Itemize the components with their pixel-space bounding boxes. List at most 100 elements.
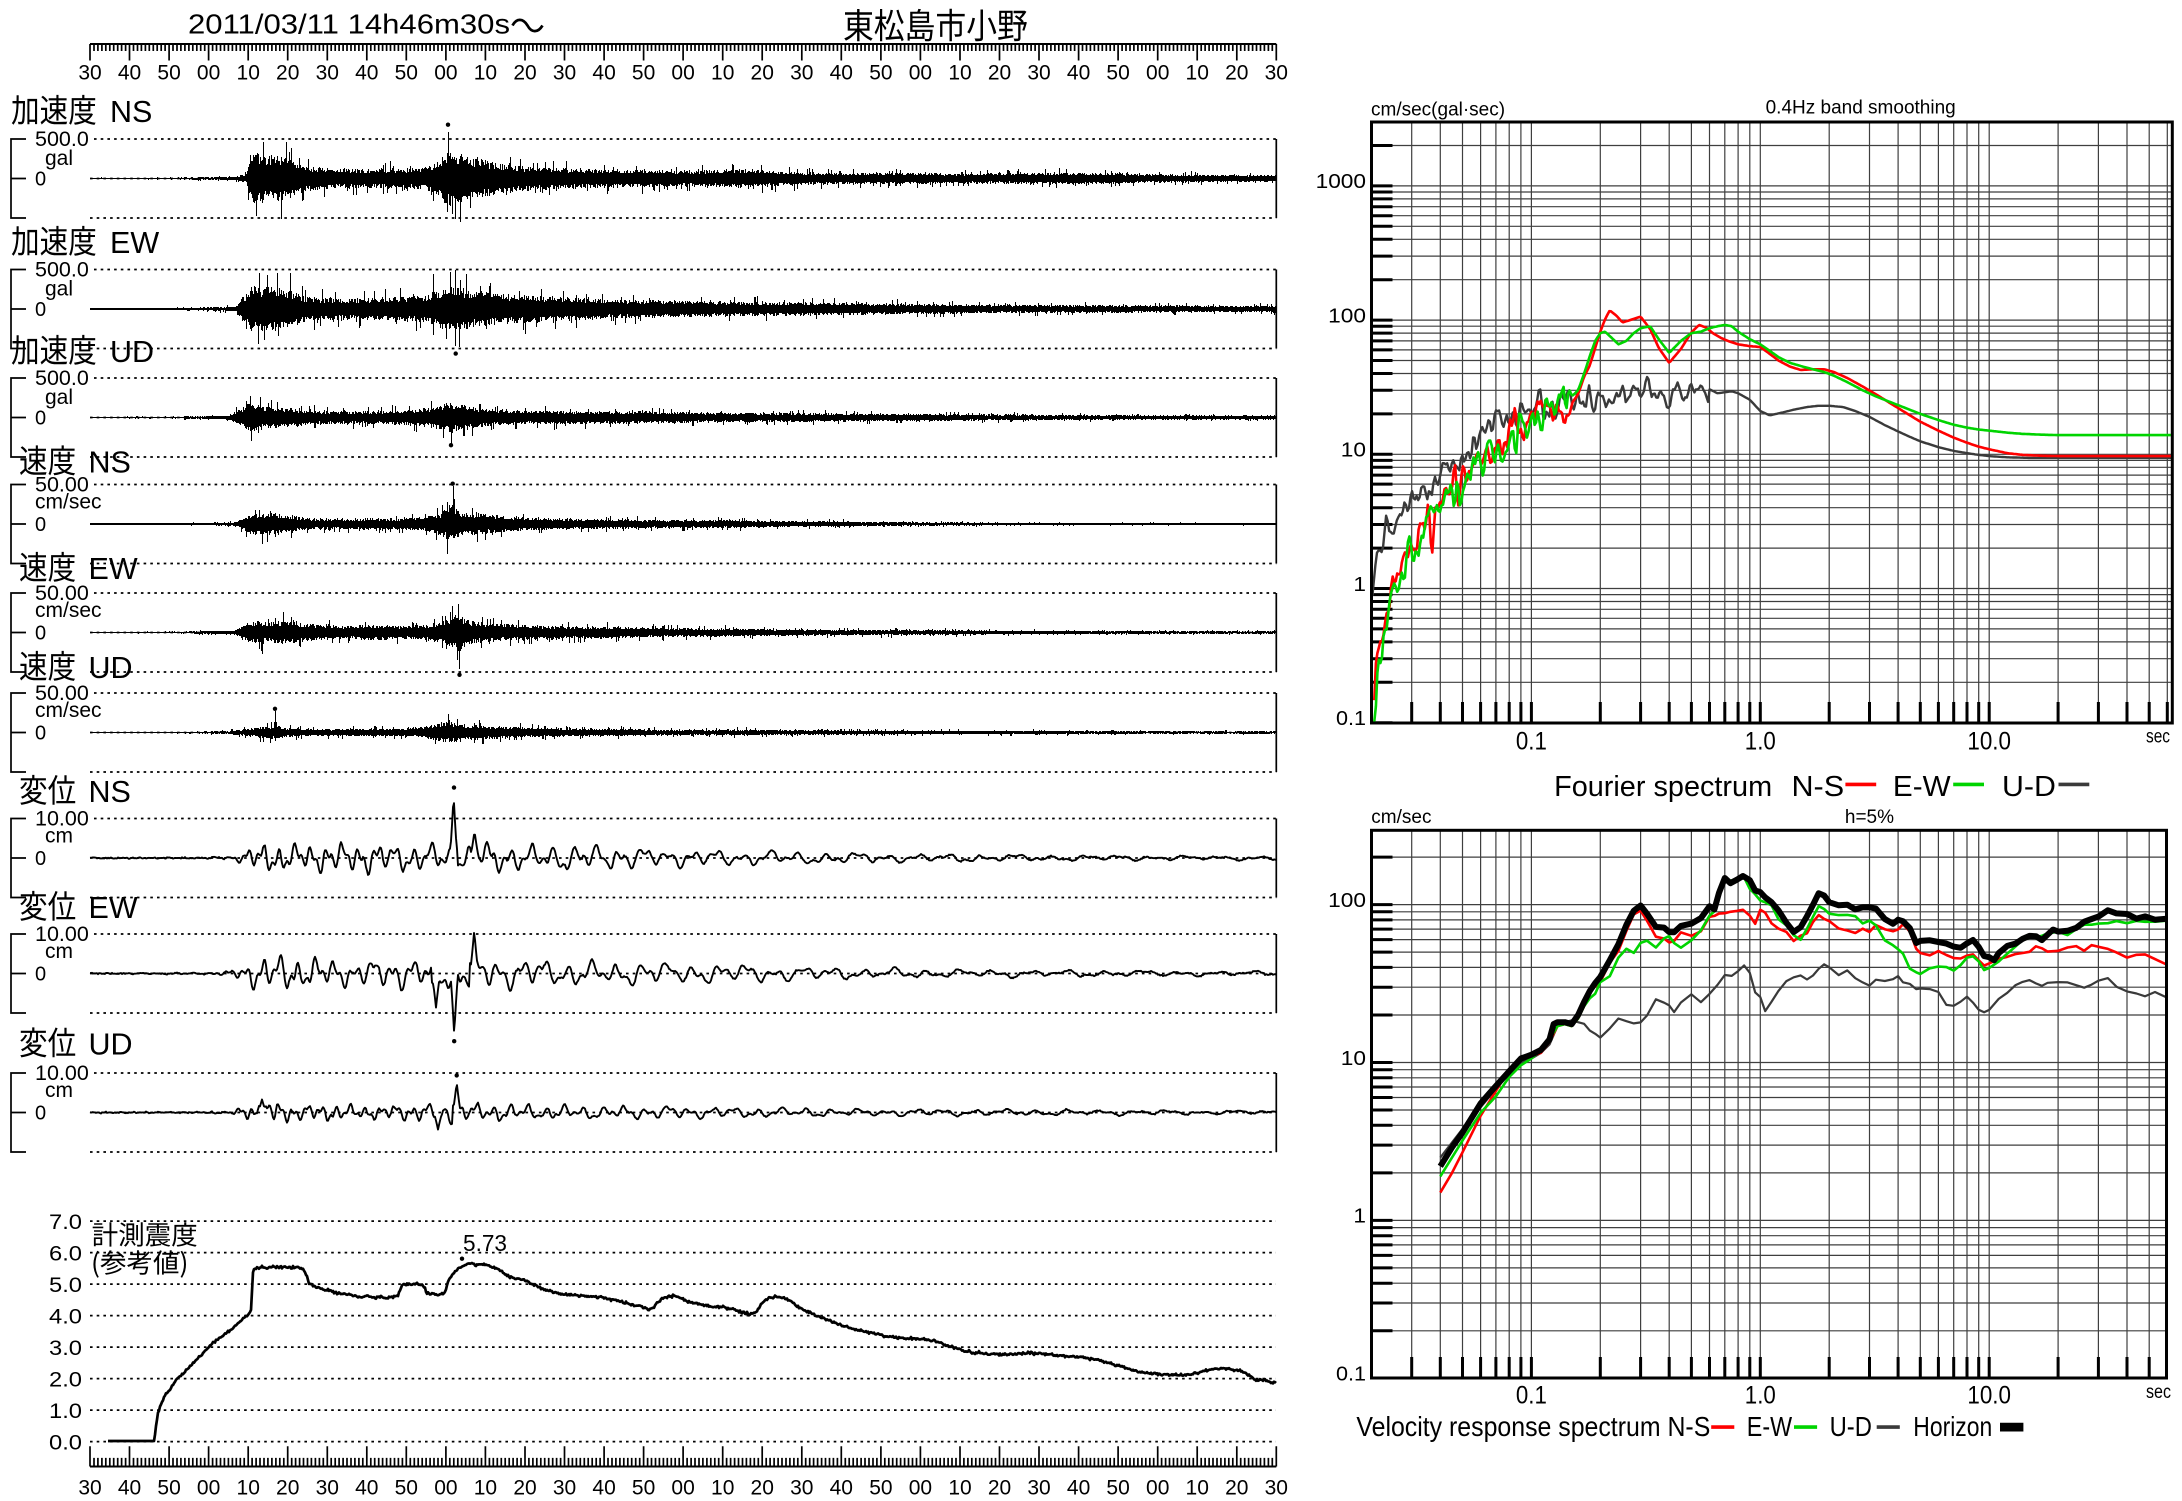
svg-text:0.1: 0.1	[1516, 1381, 1547, 1409]
svg-text:0.1: 0.1	[1516, 728, 1547, 756]
svg-text:20: 20	[513, 62, 536, 85]
svg-text:NS: NS	[110, 95, 152, 129]
svg-text:cm/sec: cm/sec	[35, 699, 102, 722]
svg-text:50.00: 50.00	[35, 581, 89, 605]
svg-text:50: 50	[157, 1477, 180, 1500]
svg-text:20: 20	[988, 62, 1011, 85]
svg-text:10.0: 10.0	[1967, 1381, 2011, 1409]
svg-text:sec: sec	[2146, 727, 2170, 748]
svg-text:20: 20	[751, 1477, 774, 1500]
svg-text:10: 10	[237, 1477, 260, 1500]
svg-text:1: 1	[1353, 1206, 1366, 1228]
svg-text:0: 0	[35, 964, 46, 986]
svg-text:2.0: 2.0	[49, 1369, 82, 1392]
svg-text:00: 00	[909, 62, 932, 85]
svg-text:EW: EW	[89, 552, 138, 586]
svg-text:10: 10	[237, 62, 260, 85]
svg-text:00: 00	[1146, 1477, 1169, 1500]
svg-text:6.0: 6.0	[49, 1243, 82, 1266]
svg-text:50: 50	[869, 1477, 892, 1500]
svg-text:10: 10	[474, 1477, 497, 1500]
svg-text:sec: sec	[2146, 1382, 2171, 1403]
svg-text:50: 50	[1106, 1477, 1129, 1500]
svg-text:cm/sec: cm/sec	[1371, 807, 1431, 828]
svg-text:20: 20	[988, 1477, 1011, 1500]
svg-text:10.00: 10.00	[35, 1061, 89, 1085]
svg-text:E-W: E-W	[1893, 771, 1951, 803]
svg-text:0: 0	[35, 514, 46, 536]
svg-text:50: 50	[395, 62, 418, 85]
svg-text:h=5%: h=5%	[1845, 807, 1894, 828]
svg-text:10: 10	[711, 1477, 734, 1500]
svg-text:10: 10	[1341, 1048, 1366, 1070]
svg-text:0: 0	[35, 408, 46, 430]
svg-text:3.0: 3.0	[49, 1337, 82, 1360]
svg-text:0: 0	[35, 848, 46, 870]
svg-text:50: 50	[869, 62, 892, 85]
svg-text:0: 0	[35, 623, 46, 645]
svg-text:0.1: 0.1	[1336, 1364, 1366, 1386]
svg-text:20: 20	[1225, 1477, 1248, 1500]
svg-text:10: 10	[1186, 1477, 1209, 1500]
svg-text:30: 30	[553, 1477, 576, 1500]
svg-text:00: 00	[197, 62, 220, 85]
svg-text:100: 100	[1328, 890, 1366, 912]
svg-text:7.0: 7.0	[49, 1211, 82, 1234]
svg-text:5.73: 5.73	[463, 1230, 507, 1256]
svg-text:0.0: 0.0	[49, 1432, 82, 1455]
svg-text:cm: cm	[45, 1079, 73, 1102]
svg-text:0: 0	[35, 169, 46, 191]
svg-text:EW: EW	[110, 226, 159, 260]
svg-text:UD: UD	[89, 651, 133, 685]
svg-text:100: 100	[1328, 305, 1366, 327]
svg-text:500.0: 500.0	[35, 127, 89, 151]
svg-text:50.00: 50.00	[35, 473, 89, 497]
svg-text:00: 00	[671, 1477, 694, 1500]
svg-text:E-W: E-W	[1747, 1411, 1793, 1442]
svg-text:00: 00	[671, 62, 694, 85]
svg-text:500.0: 500.0	[35, 258, 89, 282]
svg-text:EW: EW	[89, 891, 138, 925]
svg-text:cm: cm	[45, 825, 73, 848]
svg-text:1.0: 1.0	[1745, 1381, 1776, 1409]
svg-text:00: 00	[434, 1477, 457, 1500]
svg-text:1.0: 1.0	[1745, 728, 1776, 756]
svg-text:10: 10	[711, 62, 734, 85]
svg-text:00: 00	[197, 1477, 220, 1500]
svg-text:50: 50	[395, 1477, 418, 1500]
svg-text:4.0: 4.0	[49, 1306, 82, 1329]
svg-text:40: 40	[830, 62, 853, 85]
svg-text:10: 10	[474, 62, 497, 85]
svg-text:0: 0	[35, 723, 46, 745]
svg-text:UD: UD	[89, 1028, 133, 1062]
svg-text:30: 30	[1027, 62, 1050, 85]
svg-text:10: 10	[948, 62, 971, 85]
svg-text:N-S: N-S	[1792, 771, 1845, 803]
svg-text:2011/03/11 14h46m30s: 2011/03/11 14h46m30s	[188, 9, 510, 40]
svg-text:0.4Hz band smoothing: 0.4Hz band smoothing	[1766, 98, 1956, 119]
svg-text:00: 00	[1146, 62, 1169, 85]
svg-text:500.0: 500.0	[35, 366, 89, 390]
svg-text:30: 30	[790, 62, 813, 85]
svg-text:10.00: 10.00	[35, 807, 89, 831]
svg-text:1000: 1000	[1316, 171, 1366, 193]
svg-text:cm/sec(gal·sec): cm/sec(gal·sec)	[1371, 99, 1505, 120]
svg-text:10: 10	[948, 1477, 971, 1500]
svg-text:gal: gal	[45, 278, 73, 301]
svg-text:20: 20	[513, 1477, 536, 1500]
svg-text:50: 50	[1106, 62, 1129, 85]
svg-text:40: 40	[118, 1477, 141, 1500]
svg-text:40: 40	[355, 62, 378, 85]
svg-text:00: 00	[434, 62, 457, 85]
svg-text:0: 0	[35, 1103, 46, 1125]
svg-text:40: 40	[592, 1477, 615, 1500]
svg-text:10: 10	[1186, 62, 1209, 85]
svg-text:U-D: U-D	[1830, 1411, 1872, 1442]
svg-text:gal: gal	[45, 386, 73, 409]
svg-text:50: 50	[157, 62, 180, 85]
svg-text:30: 30	[316, 62, 339, 85]
svg-text:10.0: 10.0	[1967, 728, 2011, 756]
svg-text:40: 40	[355, 1477, 378, 1500]
svg-text:50.00: 50.00	[35, 681, 89, 705]
svg-text:1.0: 1.0	[49, 1400, 82, 1423]
